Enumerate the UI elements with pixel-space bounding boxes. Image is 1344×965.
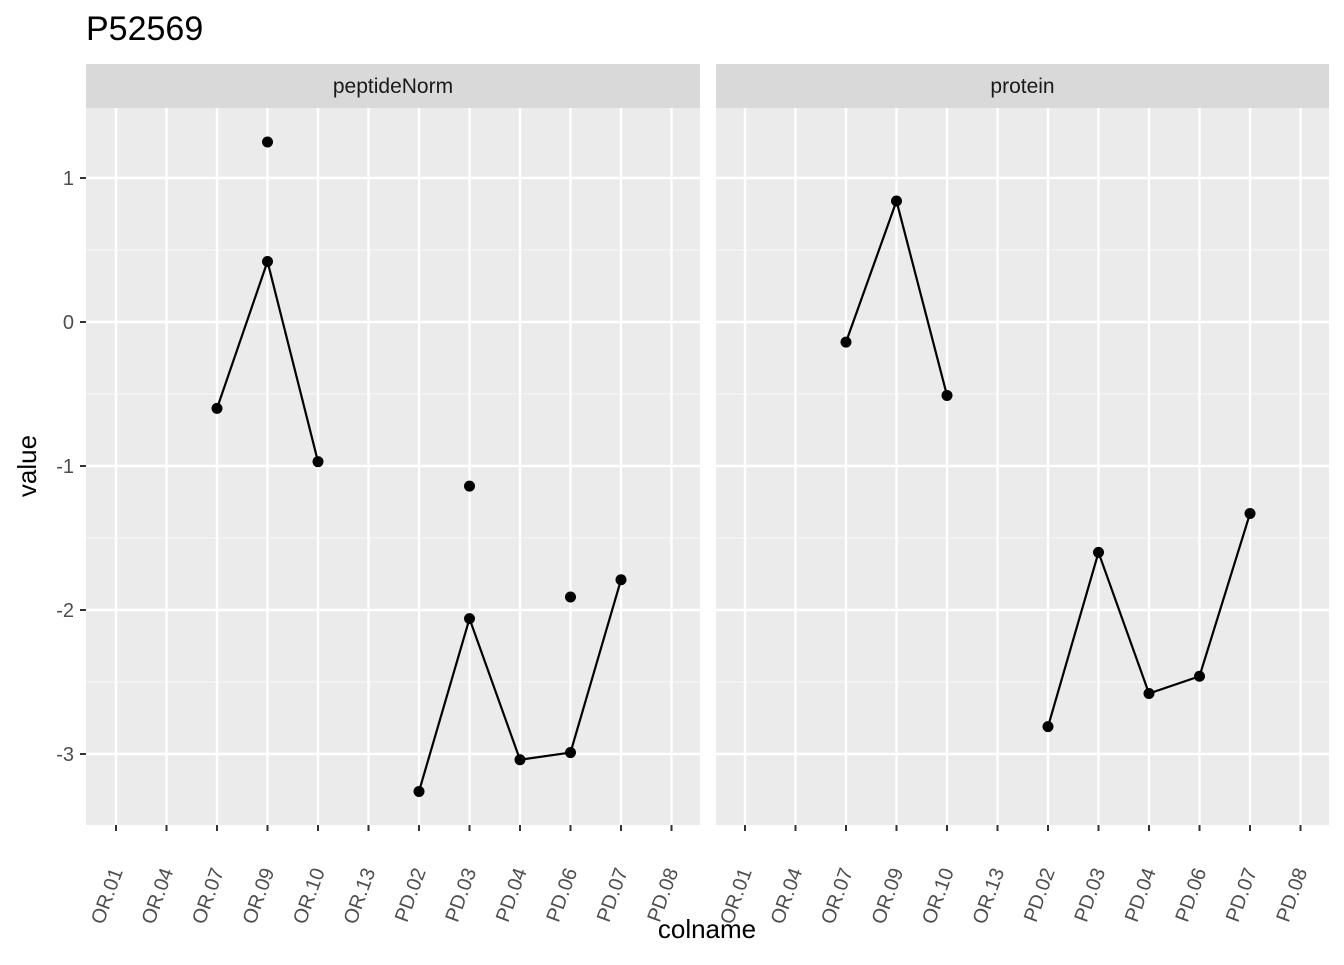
data-point — [1143, 688, 1155, 700]
facet-strip — [716, 64, 1329, 108]
x-tick-label: PD.07 — [1222, 865, 1262, 925]
x-tick-label: OR.04 — [767, 865, 807, 927]
facet-strip-label: protein — [990, 75, 1054, 98]
data-point — [262, 256, 273, 268]
y-tick-label: -3 — [56, 744, 74, 766]
data-point — [615, 574, 627, 586]
x-tick-label: PD.03 — [1071, 865, 1111, 925]
x-tick-label: OR.10 — [289, 865, 329, 927]
data-point — [514, 754, 526, 766]
x-tick-label: OR.01 — [87, 865, 127, 927]
facet-peptideNorm: peptideNorm OR.01 OR.04 OR.07 OR.09 OR.10 OR.1… — [86, 64, 700, 927]
x-tick-label: PD.04 — [1121, 865, 1161, 925]
data-point — [891, 195, 902, 207]
x-tick-label: OR.09 — [239, 865, 279, 927]
data-point — [211, 402, 223, 414]
y-axis-title: value — [12, 435, 42, 497]
facet-strip — [86, 64, 700, 108]
x-axis-title: colname — [658, 914, 756, 944]
x-tick-label: OR.09 — [868, 865, 908, 927]
y-tick-label: -2 — [56, 600, 74, 622]
x-tick-label: OR.07 — [817, 865, 857, 927]
data-point — [1042, 721, 1054, 733]
data-point — [941, 389, 953, 401]
x-tick-label: OR.13 — [969, 865, 1009, 927]
x-tick-label: PD.06 — [543, 865, 583, 925]
x-tick-label: PD.02 — [391, 865, 431, 925]
data-point — [413, 785, 425, 797]
facet-strip-label: peptideNorm — [333, 75, 453, 98]
data-point — [464, 480, 475, 492]
x-tick-label: PD.02 — [1020, 865, 1060, 925]
data-point — [464, 613, 475, 625]
x-tick-label: PD.03 — [442, 865, 482, 925]
x-tick-label: OR.10 — [918, 865, 958, 927]
y-tick-label: 1 — [63, 168, 74, 190]
data-point — [312, 456, 324, 468]
x-tick-label: PD.04 — [492, 865, 532, 925]
y-tick-label: -1 — [56, 456, 74, 478]
y-tick-label: 0 — [63, 312, 74, 334]
data-point — [565, 747, 576, 759]
x-tick-label: OR.07 — [188, 865, 228, 927]
x-tick-label: OR.13 — [340, 865, 380, 927]
data-point — [565, 591, 576, 603]
x-tick-label: PD.07 — [593, 865, 633, 925]
x-tick-label: OR.04 — [138, 865, 178, 927]
x-tick-label: PD.08 — [1273, 865, 1313, 925]
data-point — [1194, 670, 1205, 682]
data-point — [840, 336, 852, 348]
chart-title: P52569 — [86, 10, 203, 48]
data-point — [1093, 546, 1104, 558]
data-point — [262, 136, 273, 148]
y-axis: 1 0 -1 -2 -3 — [56, 168, 86, 766]
data-point — [1244, 508, 1256, 520]
x-tick-label: PD.06 — [1172, 865, 1212, 925]
